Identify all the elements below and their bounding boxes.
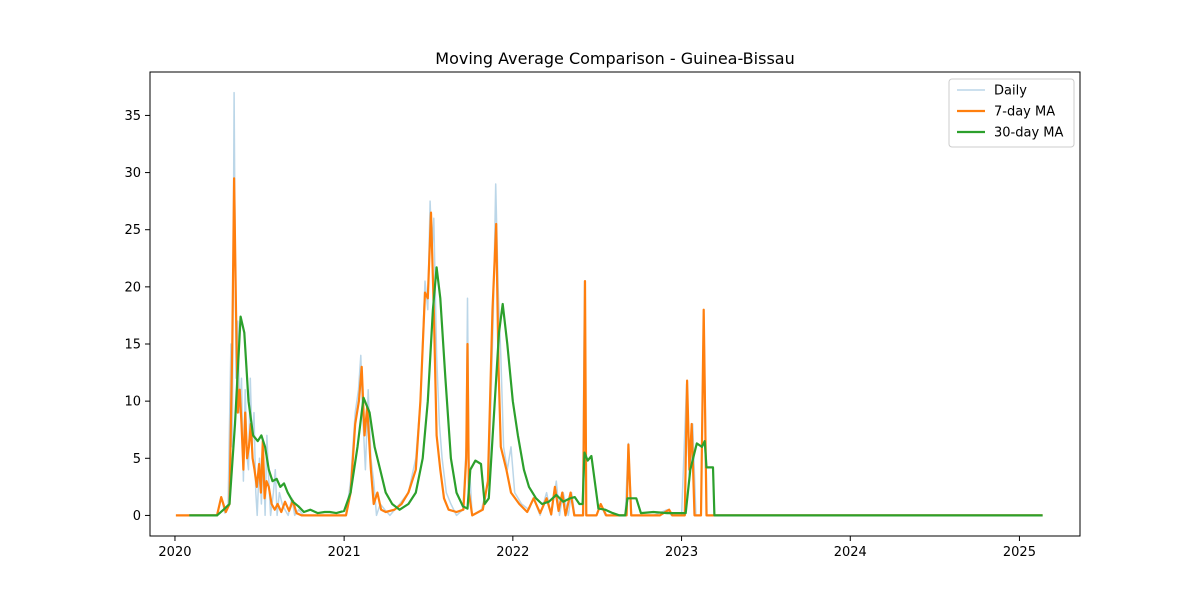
y-tick-label: 5	[133, 452, 141, 467]
x-tick-label: 2020	[158, 545, 191, 560]
y-tick-label: 35	[124, 109, 141, 124]
x-tick-label: 2025	[1003, 545, 1036, 560]
y-tick-label: 25	[124, 223, 141, 238]
legend-label-2: 30-day MA	[994, 126, 1063, 141]
series-line-0	[175, 91, 1043, 517]
legend: Daily 7-day MA 30-day MA	[948, 78, 1075, 148]
y-tick-label: 10	[124, 395, 141, 410]
series-line-2	[189, 266, 1043, 517]
x-tick-label: 2023	[665, 545, 698, 560]
y-tick-label: 15	[124, 338, 141, 353]
series-lines	[175, 91, 1043, 517]
legend-label-1: 7-day MA	[994, 105, 1055, 120]
legend-box	[948, 78, 1075, 148]
y-tick-label: 0	[133, 509, 141, 524]
series-line-1	[175, 177, 1043, 517]
x-tick-label: 2022	[496, 545, 529, 560]
chart-title: Moving Average Comparison - Guinea-Bissa…	[435, 49, 794, 68]
x-tick-label: 2021	[328, 545, 361, 560]
legend-label-0: Daily	[994, 84, 1027, 99]
x-axis: 2020 2021 2022 2023 2024 2025	[158, 536, 1036, 560]
y-tick-label: 20	[124, 280, 141, 295]
x-tick-label: 2024	[834, 545, 867, 560]
y-axis: 0 5 10 15 20 25 30 35	[124, 109, 150, 524]
plot-frame	[149, 71, 1081, 537]
y-tick-label: 30	[124, 166, 141, 181]
